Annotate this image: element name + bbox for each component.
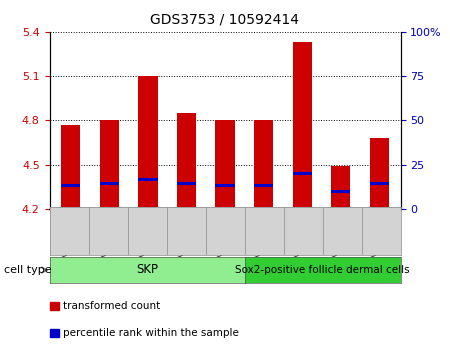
- Bar: [177, 182, 196, 185]
- Bar: [61, 184, 81, 187]
- Text: Sox2-positive follicle dermal cells: Sox2-positive follicle dermal cells: [235, 265, 410, 275]
- Text: cell type: cell type: [4, 265, 52, 275]
- Bar: [331, 166, 351, 209]
- Bar: [216, 120, 234, 209]
- Bar: [138, 76, 158, 209]
- Bar: [138, 178, 158, 181]
- Bar: [254, 120, 273, 209]
- Text: transformed count: transformed count: [63, 301, 160, 311]
- Bar: [99, 120, 119, 209]
- Bar: [254, 184, 273, 187]
- Bar: [99, 182, 119, 185]
- Bar: [216, 184, 234, 187]
- Bar: [369, 138, 389, 209]
- Text: percentile rank within the sample: percentile rank within the sample: [63, 328, 239, 338]
- Bar: [369, 182, 389, 185]
- Bar: [331, 189, 351, 193]
- Bar: [61, 125, 81, 209]
- Text: SKP: SKP: [136, 263, 158, 276]
- Bar: [177, 113, 196, 209]
- Bar: [292, 42, 312, 209]
- Bar: [292, 172, 312, 175]
- Text: GDS3753 / 10592414: GDS3753 / 10592414: [150, 12, 300, 27]
